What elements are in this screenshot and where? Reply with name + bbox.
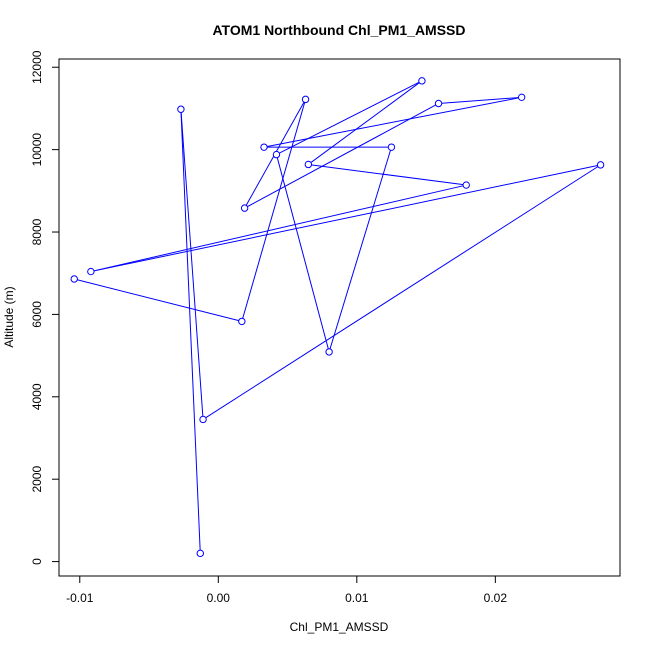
data-point	[177, 105, 185, 113]
y-axis-label: Altitude (m)	[2, 286, 16, 347]
series-line-segment	[308, 163, 467, 186]
series-line-segment	[244, 103, 439, 209]
data-point	[87, 267, 95, 276]
data-point	[596, 161, 605, 169]
x-axis: -0.01 0.00 0.01 0.02	[66, 575, 508, 605]
series-layer	[70, 77, 605, 558]
x-tick-label: 0.02	[484, 591, 508, 605]
series-line-segment	[438, 96, 522, 104]
series-line-segment	[90, 184, 467, 273]
data-point	[240, 204, 249, 212]
y-tick-label: 6000	[30, 301, 44, 328]
series-line-segment	[275, 154, 330, 353]
y-tick-label: 10000	[30, 133, 44, 167]
series-line-segment	[328, 147, 392, 353]
data-point	[434, 99, 443, 108]
series-line-segment	[202, 164, 601, 420]
x-tick-label: -0.01	[66, 591, 94, 605]
data-point	[70, 275, 78, 283]
y-tick-label: 12000	[30, 50, 44, 84]
series-line-segment	[276, 80, 423, 156]
series-line-segment	[90, 164, 601, 273]
data-point	[272, 150, 281, 159]
series-line-segment	[74, 278, 242, 322]
data-point	[462, 181, 470, 189]
data-point	[304, 160, 313, 169]
series-line-segment	[263, 96, 522, 148]
x-tick-label: 0.01	[345, 591, 369, 605]
chart-title: ATOM1 Northbound Chl_PM1_AMSSD	[212, 22, 465, 38]
data-point	[238, 317, 246, 326]
data-point	[260, 143, 268, 151]
y-tick-label: 8000	[30, 218, 44, 245]
series-line-segment	[180, 109, 201, 554]
series-line-segment	[308, 80, 423, 165]
data-point	[418, 77, 426, 85]
data-point	[196, 549, 204, 558]
data-point	[387, 143, 396, 151]
y-tick-label: 4000	[30, 383, 44, 410]
x-tick-label: 0.00	[207, 591, 231, 605]
y-tick-label: 2000	[30, 466, 44, 493]
series-line-segment	[241, 99, 307, 322]
y-axis: 0 2000 4000 6000 8000 10000 12000	[30, 50, 60, 565]
series-line-segment	[180, 109, 204, 420]
y-tick-label: 0	[30, 558, 44, 565]
x-axis-label: Chl_PM1_AMSSD	[290, 620, 389, 634]
data-point	[517, 93, 526, 102]
data-point	[301, 95, 310, 104]
data-point	[199, 415, 207, 424]
data-point	[325, 348, 333, 356]
